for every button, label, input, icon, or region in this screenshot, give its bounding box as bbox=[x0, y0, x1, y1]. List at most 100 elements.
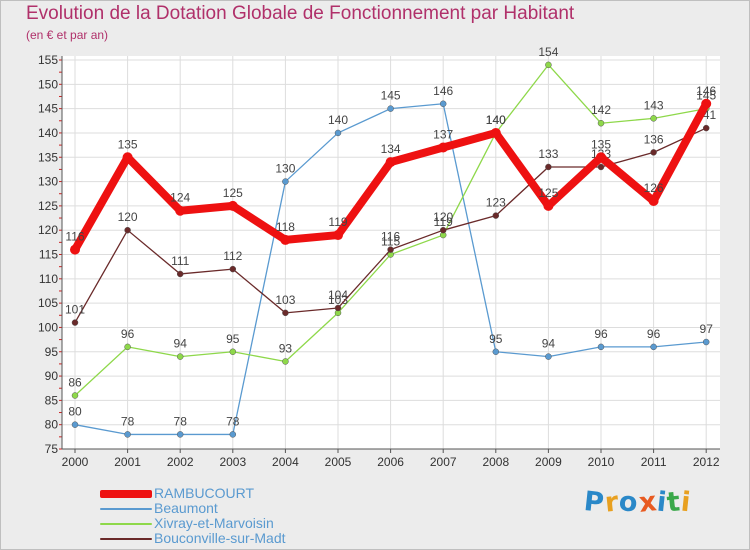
y-tick-label: 135 bbox=[38, 150, 58, 164]
data-point bbox=[596, 152, 606, 163]
data-label: 125 bbox=[538, 186, 558, 200]
data-label: 96 bbox=[121, 327, 135, 341]
data-point bbox=[701, 98, 712, 109]
brand-logo: Proxiti bbox=[582, 485, 694, 520]
data-label: 118 bbox=[276, 220, 295, 234]
data-label: 120 bbox=[118, 210, 138, 224]
legend-swatch bbox=[100, 489, 152, 498]
data-label: 124 bbox=[170, 191, 190, 205]
data-point bbox=[545, 61, 552, 69]
data-point bbox=[597, 343, 605, 351]
data-point bbox=[334, 304, 342, 312]
data-point bbox=[543, 200, 554, 211]
data-label: 140 bbox=[486, 113, 506, 127]
legend-swatch bbox=[100, 537, 152, 540]
x-tick-label: 2004 bbox=[272, 455, 299, 469]
data-label: 116 bbox=[381, 230, 400, 244]
legend-label: Beaumont bbox=[154, 500, 218, 516]
data-label: 93 bbox=[279, 341, 293, 355]
y-tick-label: 115 bbox=[39, 248, 58, 262]
data-point bbox=[282, 358, 289, 365]
data-point bbox=[333, 230, 343, 241]
data-label: 145 bbox=[381, 89, 401, 103]
data-label: 120 bbox=[433, 210, 453, 224]
data-label: 130 bbox=[275, 162, 295, 176]
data-label: 103 bbox=[275, 293, 295, 307]
data-label: 154 bbox=[538, 45, 558, 59]
data-label: 96 bbox=[594, 327, 608, 341]
data-point bbox=[490, 127, 501, 138]
x-tick-label: 2000 bbox=[62, 455, 89, 469]
data-point bbox=[229, 348, 237, 355]
data-label: 140 bbox=[328, 113, 348, 127]
data-point bbox=[438, 142, 449, 153]
data-label: 134 bbox=[381, 142, 401, 156]
data-point bbox=[175, 205, 186, 216]
y-tick-label: 95 bbox=[45, 345, 59, 359]
data-point bbox=[702, 124, 710, 132]
data-label: 135 bbox=[118, 137, 138, 151]
data-point bbox=[176, 270, 184, 278]
data-label: 146 bbox=[696, 84, 716, 98]
data-point bbox=[545, 163, 552, 171]
y-tick-label: 130 bbox=[38, 175, 58, 189]
data-point bbox=[282, 178, 289, 185]
data-label: 140 bbox=[486, 113, 506, 127]
data-label: 137 bbox=[433, 128, 453, 142]
y-tick-label: 145 bbox=[38, 102, 58, 116]
x-tick-label: 2012 bbox=[693, 455, 720, 469]
y-tick-label: 150 bbox=[38, 77, 58, 91]
data-point bbox=[70, 244, 80, 255]
data-label: 135 bbox=[591, 137, 611, 151]
y-tick-label: 120 bbox=[38, 223, 58, 237]
y-tick-label: 100 bbox=[38, 320, 58, 334]
legend-label: Bouconville-sur-Madt bbox=[154, 530, 286, 546]
data-point bbox=[387, 246, 394, 253]
data-point bbox=[387, 105, 394, 112]
data-point bbox=[650, 343, 657, 351]
data-label: 103 bbox=[328, 293, 348, 307]
y-tick-label: 85 bbox=[45, 393, 59, 407]
data-point bbox=[648, 196, 659, 207]
data-label: 95 bbox=[489, 332, 503, 346]
data-point bbox=[229, 265, 237, 273]
data-point bbox=[229, 431, 237, 438]
data-point bbox=[545, 353, 552, 360]
y-tick-label: 105 bbox=[38, 296, 58, 310]
x-tick-label: 2010 bbox=[588, 455, 615, 469]
data-point bbox=[176, 353, 184, 360]
legend-item: RAMBUCOURT bbox=[100, 486, 286, 501]
x-tick-label: 2007 bbox=[430, 455, 457, 469]
data-label: 116 bbox=[65, 230, 84, 244]
y-tick-label: 80 bbox=[45, 418, 59, 432]
y-tick-label: 75 bbox=[45, 442, 59, 456]
data-label: 123 bbox=[486, 196, 506, 210]
y-tick-label: 110 bbox=[39, 272, 58, 286]
data-label: 111 bbox=[171, 254, 190, 268]
y-tick-label: 125 bbox=[38, 199, 58, 213]
x-tick-label: 2011 bbox=[641, 455, 667, 469]
data-label: 78 bbox=[121, 414, 135, 428]
data-point bbox=[227, 200, 238, 211]
data-label: 78 bbox=[226, 414, 240, 428]
data-label: 112 bbox=[223, 249, 242, 263]
data-point bbox=[71, 392, 79, 399]
y-tick-label: 90 bbox=[45, 369, 59, 383]
data-label: 136 bbox=[644, 132, 664, 146]
data-point bbox=[124, 226, 131, 234]
x-tick-label: 2001 bbox=[114, 455, 141, 469]
data-label: 80 bbox=[68, 405, 82, 419]
data-point bbox=[492, 348, 500, 355]
y-tick-label: 140 bbox=[38, 126, 58, 140]
data-point bbox=[439, 226, 447, 234]
data-label: 119 bbox=[434, 215, 453, 229]
data-label: 119 bbox=[328, 215, 347, 229]
x-tick-label: 2006 bbox=[377, 455, 404, 469]
data-point bbox=[597, 119, 605, 127]
y-tick-label: 155 bbox=[38, 53, 58, 67]
data-label: 115 bbox=[381, 235, 400, 249]
line-chart: 75 80 85 90 95 100 105 110 115 120 125 130 135 140 145… bbox=[38, 45, 720, 469]
legend-swatch bbox=[100, 507, 152, 510]
data-point bbox=[385, 157, 396, 168]
data-label: 133 bbox=[538, 147, 558, 161]
